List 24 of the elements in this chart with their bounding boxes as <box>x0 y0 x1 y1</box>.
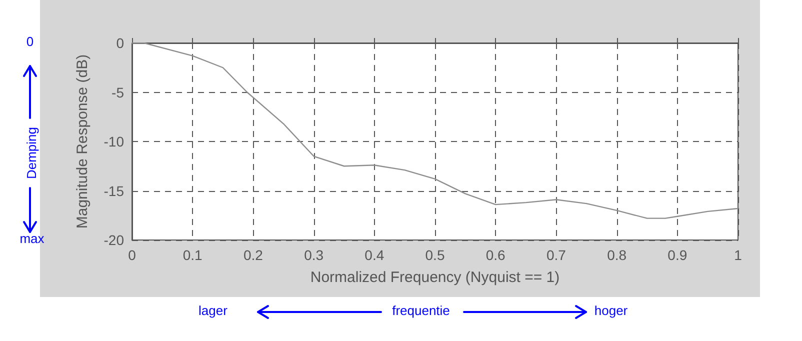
x-tick-label: 0.6 <box>486 247 506 263</box>
x-tick-label: 0.5 <box>425 247 445 263</box>
y-tick-label: 0 <box>116 35 124 51</box>
x-tick-label: 0.3 <box>304 247 324 263</box>
x-tick-label: 0.2 <box>243 247 264 263</box>
y-tick-label: -15 <box>104 182 124 199</box>
x-tick-label: 0.4 <box>364 247 384 263</box>
x-tick-label: 1 <box>734 247 742 263</box>
y-tick-label: -20 <box>104 232 124 248</box>
x-axis-title: Normalized Frequency (Nyquist == 1) <box>310 269 560 286</box>
text: hoger <box>593 303 629 319</box>
text: Demping <box>24 126 40 182</box>
x-tick-label: 0.9 <box>668 247 688 263</box>
y-tick-label: -10 <box>104 134 124 150</box>
text: frequentie <box>391 303 451 319</box>
text: 0 <box>25 34 35 50</box>
text: max <box>18 231 46 247</box>
x-tick-label: 0.7 <box>546 247 566 263</box>
y-axis-title: Magnitude Response (dB) <box>74 54 91 229</box>
x-tick-label: 0 <box>128 247 136 263</box>
x-tick-label: 0.8 <box>607 247 627 263</box>
y-tick-label: -5 <box>112 84 124 100</box>
text: lager <box>198 303 228 319</box>
x-tick-label: 0.1 <box>182 247 203 263</box>
